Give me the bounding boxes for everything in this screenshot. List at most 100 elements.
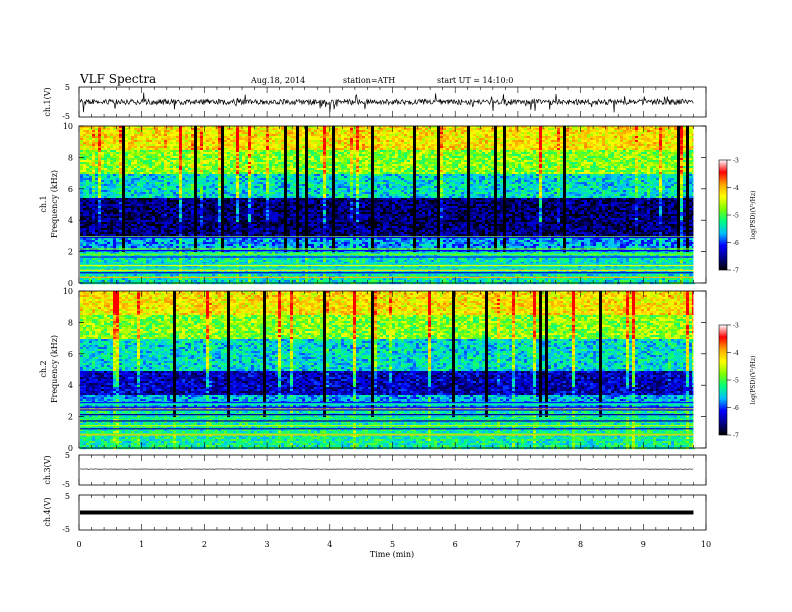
spectrogram-cell [119,188,122,190]
spectrogram-cell [101,172,104,174]
spectrogram-cell [113,176,116,178]
spectrogram-cell [104,246,107,248]
spectrogram-cell [80,278,83,280]
spectrogram-cell [119,132,122,134]
spectrogram-cell [104,148,107,150]
spectrogram-cell [104,226,107,228]
spectrogram-cell [131,166,134,168]
spectrogram-cell [107,194,110,196]
spectrogram-cell [92,170,95,172]
spectrogram-cell [98,162,101,164]
spectrogram-cell [89,244,92,246]
spectrogram-cell [89,190,92,192]
spectrogram-cell [134,180,137,182]
spectrogram-cell [80,144,83,146]
spectrogram-cell [116,220,119,222]
spectrogram-cell [125,182,128,184]
spectrogram-cell [101,228,104,230]
spectrogram-cell [119,232,122,234]
spectrogram-cell [131,218,134,220]
spectrogram-cell [125,246,128,248]
spectrogram-cell [104,244,107,246]
spectrogram-cell [110,186,113,188]
spectrogram-cell [95,196,98,198]
spectrogram-cell [137,156,140,158]
spectrogram-cell [131,280,134,282]
spectrogram-cell [113,244,116,246]
spectrogram-cell [125,274,128,276]
spectrogram-cell [101,170,104,172]
spectrogram-cell [137,160,140,162]
spectrogram-cell [125,198,128,200]
spectrogram-cell [89,204,92,206]
spectrogram-cell [104,278,107,280]
spectrogram-cell [104,132,107,134]
spectrogram-cell [80,146,83,148]
spectrogram-cell [80,216,83,218]
spectrogram-cell [116,226,119,228]
spectrogram-cell [122,144,125,146]
spectrogram-cell [134,166,137,168]
spectrogram-cell [128,188,131,190]
spectrogram-cell [110,138,113,140]
spectrogram-cell [125,206,128,208]
spectrogram-cell [86,144,89,146]
spectrogram-cell [104,238,107,240]
spectrogram-cell [125,160,128,162]
spectrogram-cell [122,230,125,232]
spectrogram-cell [89,196,92,198]
spectrogram-cell [83,172,86,174]
spectrogram-cell [86,246,89,248]
spectrogram-cell [128,198,131,200]
spectrogram-cell [92,222,95,224]
spectrogram-cell [104,224,107,226]
spectrogram-cell [101,216,104,218]
spectrogram-cell [113,226,116,228]
spectrogram-cell [98,130,101,132]
spectrogram-cell [125,216,128,218]
spectrogram-cell [128,208,131,210]
spectrogram-cell [116,230,119,232]
spectrogram-cell [95,180,98,182]
spectrogram-cell [83,202,86,204]
spectrogram-cell [125,208,128,210]
spectrogram-cell [116,160,119,162]
spectrogram-cell [92,234,95,236]
spectrogram-cell [95,212,98,214]
spectrogram-cell [122,130,125,132]
spectrogram-cell [122,150,125,152]
spectrogram-cell [101,212,104,214]
spectrogram-cell [95,242,98,244]
spectrogram-cell [116,244,119,246]
spectrogram-cell [89,224,92,226]
spectrogram-cell [86,150,89,152]
spectrogram-cell [131,128,134,130]
spectrogram-cell [122,172,125,174]
spectrogram-cell [95,246,98,248]
spectrogram-cell [125,128,128,130]
spectrogram-cell [104,156,107,158]
spectrogram-cell [134,152,137,154]
spectrogram-cell [101,138,104,140]
spectrogram-cell [113,242,116,244]
spectrogram-cell [128,160,131,162]
spectrogram-cell [134,132,137,134]
spectrogram-cell [89,150,92,152]
spectrogram-cell [92,158,95,160]
spectrogram-cell [107,278,110,280]
spectrogram-cell [86,194,89,196]
spectrogram-cell [137,170,140,172]
spectrogram-cell [98,180,101,182]
spectrogram-cell [107,186,110,188]
spectrogram-cell [116,274,119,276]
spectrogram-cell [80,258,83,260]
spectrogram-cell [101,278,104,280]
spectrogram-cell [110,180,113,182]
spectrogram-cell [86,230,89,232]
spectrogram-cell [95,162,98,164]
spectrogram-cell [107,246,110,248]
spectrogram-cell [119,216,122,218]
spectrogram-cell [92,134,95,136]
spectrogram-cell [83,142,86,144]
spectrogram-cell [101,178,104,180]
